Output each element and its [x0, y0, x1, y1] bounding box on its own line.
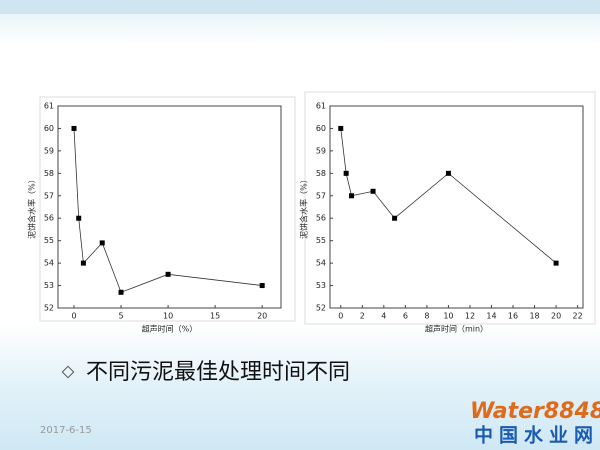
y-tick-label: 53 [44, 281, 54, 290]
x-tick-label: 12 [465, 312, 475, 321]
x-tick-label: 0 [338, 312, 343, 321]
y-tick-label: 52 [316, 304, 326, 313]
y-tick-label: 53 [316, 281, 326, 290]
y-tick-label: 60 [316, 124, 326, 133]
y-tick-label: 58 [316, 169, 326, 178]
y-tick-label: 56 [316, 214, 326, 223]
y-tick-label: 56 [44, 214, 54, 223]
bullet-icon [61, 365, 75, 379]
y-axis-label: 泥饼含水率（%） [27, 175, 37, 239]
chart-panel [39, 96, 296, 322]
logo-top: Water8848 [470, 399, 600, 424]
bullet-text: 不同污泥最佳处理时间不同 [86, 360, 350, 385]
y-tick-label: 61 [316, 102, 326, 111]
x-tick-label: 22 [573, 312, 583, 321]
x-axis-label: 超声时间（min） [425, 324, 488, 334]
data-point [165, 271, 171, 277]
data-point [118, 289, 124, 295]
x-tick-label: 16 [508, 312, 518, 321]
data-point [370, 188, 376, 194]
data-point [71, 125, 77, 131]
x-tick-label: 6 [403, 312, 408, 321]
logo-bottom: 中国水业网 [474, 424, 599, 447]
plot-frame [329, 105, 584, 309]
y-tick-label: 61 [44, 102, 54, 111]
plot-frame [57, 105, 282, 309]
y-tick-label: 59 [316, 146, 326, 155]
x-tick-label: 14 [486, 312, 496, 321]
x-tick-label: 0 [71, 312, 76, 321]
y-tick-label: 55 [316, 236, 326, 245]
x-tick-label: 8 [424, 312, 429, 321]
data-point [349, 193, 355, 199]
data-point [99, 240, 105, 246]
y-tick-label: 60 [44, 124, 54, 133]
data-point [553, 260, 559, 266]
y-tick-label: 57 [316, 191, 326, 200]
data-point [343, 170, 349, 176]
data-point [338, 125, 344, 131]
date: 2017-6-15 [40, 425, 92, 436]
x-tick-label: 5 [118, 312, 123, 321]
x-tick-label: 15 [210, 312, 220, 321]
y-tick-label: 52 [44, 304, 54, 313]
data-point [392, 215, 398, 221]
data-point [76, 215, 82, 221]
data-point [445, 170, 451, 176]
x-tick-label: 20 [551, 312, 561, 321]
x-tick-label: 4 [381, 312, 386, 321]
y-tick-label: 59 [44, 146, 54, 155]
y-tick-label: 57 [44, 191, 54, 200]
y-tick-label: 55 [44, 236, 54, 245]
x-tick-label: 10 [443, 312, 453, 321]
x-tick-label: 20 [257, 312, 267, 321]
x-axis-label: 超声时间（%） [142, 324, 198, 334]
y-tick-label: 54 [316, 259, 326, 268]
data-point [259, 283, 265, 289]
y-tick-label: 58 [44, 169, 54, 178]
x-tick-label: 2 [360, 312, 365, 321]
top-band [0, 0, 600, 14]
y-axis-label: 泥饼含水率（%） [299, 175, 309, 239]
x-tick-label: 18 [529, 312, 539, 321]
x-tick-label: 10 [163, 312, 173, 321]
data-point [80, 260, 86, 266]
y-tick-label: 54 [44, 259, 54, 268]
chart-panel [304, 91, 596, 325]
